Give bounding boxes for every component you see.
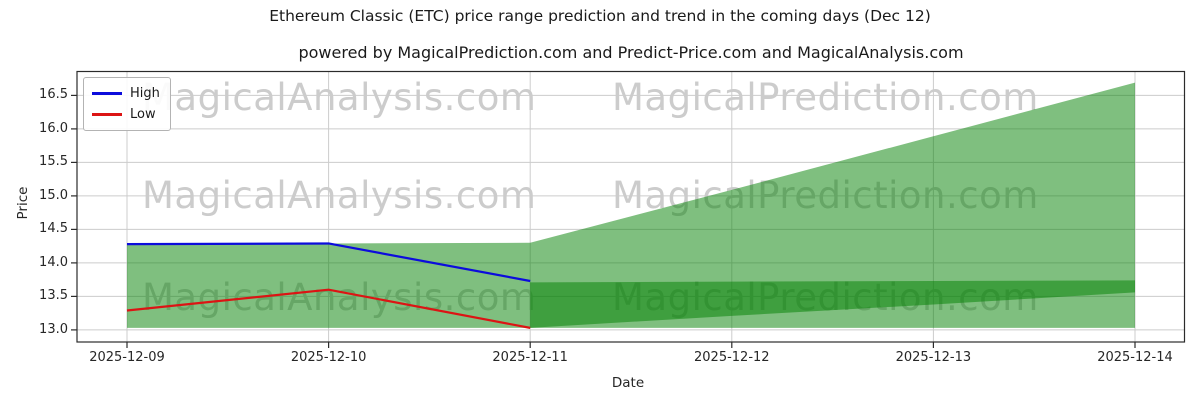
low-line-swatch (92, 113, 122, 116)
watermark-text: MagicalPrediction.com (612, 76, 1039, 119)
chart-subtitle: powered by MagicalPrediction.com and Pre… (298, 43, 964, 62)
legend-item-high: High (92, 83, 160, 104)
y-axis-label: Price (15, 186, 31, 220)
legend-item-low: Low (92, 104, 160, 125)
x-axis-label: Date (611, 375, 645, 391)
legend-label-low: Low (130, 107, 156, 122)
prediction-range-band (127, 82, 1135, 328)
watermark-text: MagicalAnalysis.com (142, 76, 537, 119)
low-line (126, 288, 531, 329)
legend: High Low (83, 77, 171, 131)
plot-spines (76, 70, 1186, 343)
high-line-swatch (92, 92, 122, 95)
high-line (126, 242, 531, 283)
legend-label-high: High (130, 86, 160, 101)
trend-band (530, 280, 1135, 328)
chart-title: Ethereum Classic (ETC) price range predi… (269, 7, 931, 25)
